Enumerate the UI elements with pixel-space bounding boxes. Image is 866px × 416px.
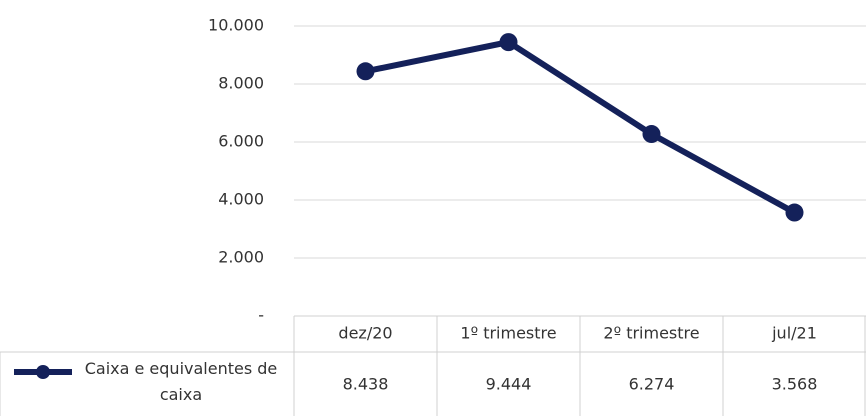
table-value: 6.274 bbox=[629, 375, 675, 394]
y-tick-label: - bbox=[258, 306, 264, 325]
legend-marker bbox=[36, 365, 50, 379]
y-tick-label: 6.000 bbox=[218, 132, 264, 151]
legend-label: Caixa e equivalentes de caixa bbox=[84, 359, 278, 404]
x-tick-label: 2º trimestre bbox=[603, 324, 699, 343]
line-series bbox=[364, 39, 796, 216]
x-tick-label: 1º trimestre bbox=[460, 324, 556, 343]
table-value: 3.568 bbox=[772, 375, 818, 394]
y-tick-label: 4.000 bbox=[218, 190, 264, 209]
point bbox=[785, 203, 804, 222]
y-tick-label: 8.000 bbox=[218, 74, 264, 93]
table-value: 8.438 bbox=[343, 375, 389, 394]
x-tick-label: jul/21 bbox=[771, 324, 817, 343]
point bbox=[356, 62, 375, 81]
point bbox=[642, 125, 661, 144]
y-tick-label: 2.000 bbox=[218, 248, 264, 267]
x-tick-label: dez/20 bbox=[338, 324, 392, 343]
table-value: 9.444 bbox=[486, 375, 532, 394]
y-tick-label: 10.000 bbox=[208, 16, 264, 35]
point bbox=[499, 33, 518, 52]
